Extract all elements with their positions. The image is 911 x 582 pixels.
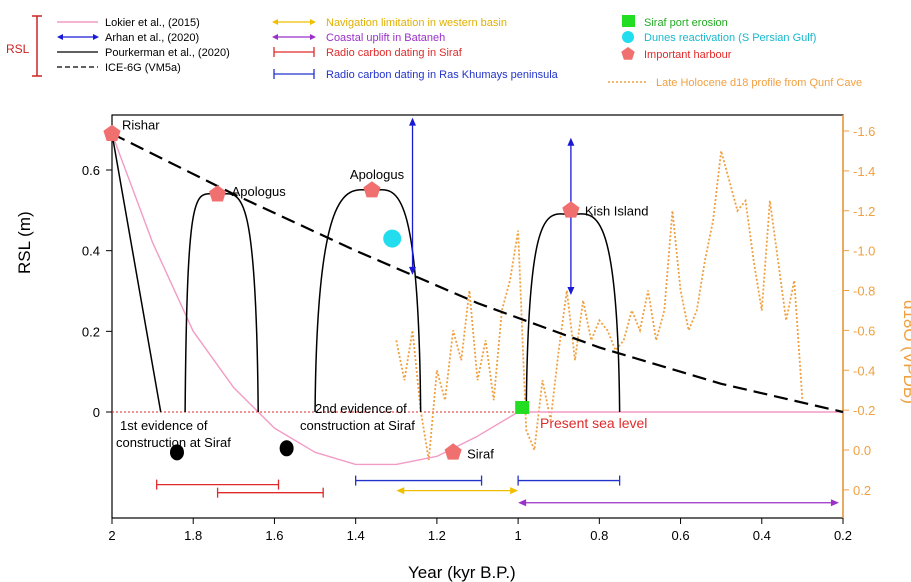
arhan-arrow-head	[567, 137, 575, 146]
axes: 2 1.8 1.6 1.4 1.2 1 0.8 0.6 0.4 0.2 0 0.2 0.4 0.6 -1.6…	[82, 114, 875, 543]
y2-tick-label: -1.4	[853, 164, 875, 179]
siraf-erosion-marker	[515, 400, 530, 414]
qunf-series	[395, 150, 804, 461]
pourkerman-series	[111, 133, 162, 413]
y2-tick-label: 0.0	[853, 443, 871, 458]
pourkerman-series	[314, 189, 422, 413]
coastal-uplift-arrow-head	[518, 499, 527, 507]
y2-tick-label: -1.2	[853, 204, 875, 219]
x-tick-label: 0.2	[834, 528, 852, 543]
harbour-label: Kish Island	[585, 203, 649, 218]
navigation-arrow-head	[396, 487, 405, 495]
x-tick-label: 0.4	[753, 528, 771, 543]
pourkerman-series	[525, 213, 621, 413]
legend-radio-siraf: Radio carbon dating in Siraf	[326, 47, 463, 59]
legend-siraf-erosion: Siraf port erosion	[644, 17, 728, 29]
harbour-marker	[209, 185, 227, 202]
arhan-arrow-head	[409, 117, 417, 126]
present-sea-level-label: Present sea level	[540, 415, 647, 431]
legend-radio-ras: Radio carbon dating in Ras Khumays penin…	[326, 69, 559, 81]
navigation-arrow-head	[510, 487, 519, 495]
y2-tick-label: -1.0	[853, 244, 875, 259]
dunes-marker	[383, 229, 402, 248]
y2-tick-label: -0.2	[853, 403, 875, 418]
y-tick-label: 0.2	[82, 324, 100, 339]
legend-ice6g: ICE-6G (VM5a)	[105, 62, 181, 74]
legend-navigation: Navigation limitation in western basin	[326, 17, 507, 29]
x-tick-label: 1.2	[428, 528, 446, 543]
legend-arhan: Arhan et al., (2020)	[105, 32, 199, 44]
legend-dunes-marker	[622, 31, 634, 43]
harbour-label: Apologus	[350, 167, 405, 182]
x-tick-label: 1.4	[347, 528, 365, 543]
x-tick-label: 1.6	[265, 528, 283, 543]
x-tick-label: 0.8	[590, 528, 608, 543]
y2-tick-label: 0.2	[853, 483, 871, 498]
legend-harbour: Important harbour	[644, 49, 732, 61]
legend-qunf: Late Holocene d18 profile from Qunf Cave	[656, 77, 862, 89]
coastal-uplift-arrow-head	[830, 499, 839, 507]
harbour-label: Siraf	[467, 446, 494, 461]
y-tick-label: 0.6	[82, 163, 100, 178]
legend-lokier: Lokier et al., (2015)	[105, 17, 200, 29]
x-tick-label: 2	[108, 528, 115, 543]
y-tick-label: 0	[93, 405, 100, 420]
x-tick-label: 1	[514, 528, 521, 543]
pourkerman-series	[184, 193, 259, 413]
x-tick-label: 1.8	[184, 528, 202, 543]
legend-pourkerman: Pourkerman et al., (2020)	[105, 47, 230, 59]
harbour-marker	[363, 181, 381, 198]
harbour-marker	[103, 124, 121, 141]
legend-harbour-marker	[621, 47, 635, 60]
legend-erosion-marker	[622, 15, 635, 27]
arhan-arrow-head	[409, 266, 417, 275]
harbour-label: Rishar	[122, 118, 160, 133]
y2-tick-label: -1.6	[853, 124, 875, 139]
construction-label: 2nd evidence of	[315, 401, 407, 416]
construction-marker	[169, 444, 184, 461]
harbour-marker	[562, 201, 580, 218]
y2-tick-label: -0.8	[853, 284, 875, 299]
x-axis-label: Year (kyr B.P.)	[408, 563, 516, 582]
construction-label: 1st evidence of	[120, 418, 208, 433]
x-tick-label: 0.6	[672, 528, 690, 543]
lokier-series	[111, 133, 843, 466]
y2-tick-label: -0.4	[853, 363, 875, 378]
construction-label: construction at Siraf	[300, 418, 415, 433]
legend-dunes: Dunes reactivation (S Persian Gulf)	[644, 32, 816, 44]
legend-coastal: Coastal uplift in Bataneh	[326, 32, 445, 44]
ice6g-series	[111, 132, 844, 414]
y-tick-label: 0.4	[82, 244, 100, 259]
construction-label: construction at Siraf	[116, 435, 231, 450]
chart-marks: Rishar Apologus Apologus Kish Island Siraf 1s…	[103, 117, 844, 507]
y2-axis-label: d18O (VPDB)	[900, 300, 911, 404]
construction-marker	[279, 440, 294, 457]
legend: RSL Lokier et al., (2015) Arhan et al., …	[6, 15, 862, 89]
arhan-arrow-head	[567, 287, 575, 296]
rsl-label: RSL	[6, 42, 30, 56]
harbour-label: Apologus	[232, 184, 287, 199]
y-axis-label: RSL (m)	[15, 211, 34, 274]
harbour-marker	[444, 443, 462, 460]
y2-tick-label: -0.6	[853, 323, 875, 338]
